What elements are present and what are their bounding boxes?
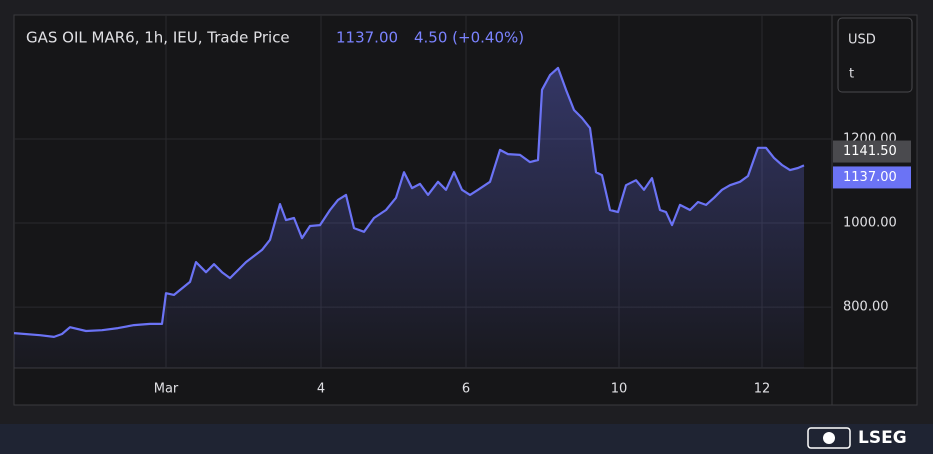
- x-tick-label: 4: [317, 382, 325, 397]
- brand: LSEG: [858, 428, 907, 448]
- price-change: 4.50 (+0.40%): [414, 29, 524, 47]
- x-tick-label: 12: [754, 382, 771, 397]
- price-badge-label: 1137.00: [843, 170, 897, 185]
- chart-title: GAS OIL MAR6, 1h, IEU, Trade Price: [26, 29, 290, 47]
- currency: USD: [848, 33, 876, 48]
- y-tick-label: 800.00: [843, 300, 889, 315]
- last-price: 1137.00: [336, 29, 398, 47]
- x-tick-label: Mar: [154, 382, 179, 397]
- price-badge: [833, 166, 911, 189]
- footer: [0, 424, 933, 454]
- unit-box: [837, 17, 913, 93]
- area: [14, 67, 804, 369]
- x-tick-label: 6: [462, 382, 470, 397]
- brand-logo: [807, 427, 851, 449]
- price-badge-label: 1141.50: [843, 144, 897, 159]
- unit: t: [849, 67, 854, 82]
- price-badge: [833, 140, 911, 163]
- y-tick-label: 1000.00: [843, 216, 897, 231]
- x-tick-label: 10: [611, 382, 628, 397]
- line: [13, 66, 805, 338]
